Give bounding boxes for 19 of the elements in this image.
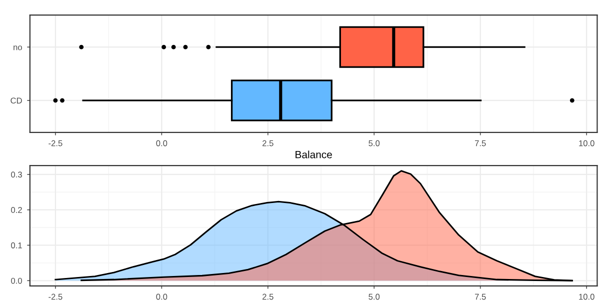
x-tick-label: 5.0 [368, 140, 380, 146]
y-tick-label: 0.0 [11, 278, 22, 284]
x-tick-label: 10.0 [579, 294, 594, 300]
y-tick-label: 0.1 [11, 242, 22, 248]
y-tick-label: 0.2 [11, 207, 22, 213]
x-tick-label: -2.5 [48, 140, 62, 146]
x-tick-label: 7.5 [474, 294, 486, 300]
y-tick-label: CD [10, 98, 22, 104]
x-tick-label: 7.5 [474, 140, 486, 146]
x-tick-label: 5.0 [368, 294, 380, 300]
x-tick-label: 0.0 [156, 294, 168, 300]
x-tick-label: 2.5 [262, 294, 274, 300]
x-tick-label: 0.0 [156, 140, 168, 146]
x-tick-label: 10.0 [579, 140, 594, 146]
x-tick-label: 2.5 [262, 140, 274, 146]
x-axis-title: Balance [296, 150, 332, 158]
y-tick-label: 0.3 [11, 172, 22, 178]
y-tick-label: no [14, 46, 22, 50]
x-tick-label: -2.5 [48, 294, 62, 300]
